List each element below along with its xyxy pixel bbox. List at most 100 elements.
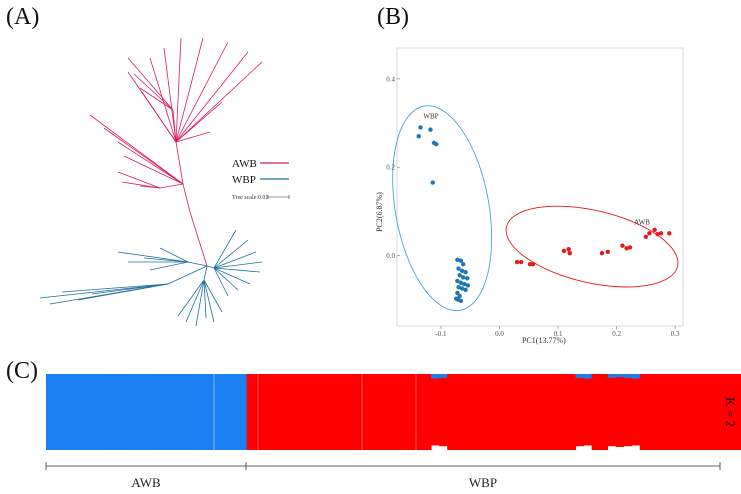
structure-bar-cluster2 bbox=[543, 374, 552, 450]
structure-bar-cluster2 bbox=[567, 374, 576, 450]
tree-branch bbox=[91, 283, 169, 295]
structure-bar-cluster1 bbox=[631, 374, 641, 379]
structure-bar-cluster2 bbox=[535, 374, 544, 450]
structure-bar-cluster2 bbox=[687, 374, 697, 450]
structure-bar-cluster2 bbox=[423, 374, 432, 450]
pca-points bbox=[416, 125, 672, 304]
tree-branch bbox=[61, 283, 169, 293]
tree-branch bbox=[103, 127, 184, 185]
structure-bar-cluster2 bbox=[695, 374, 705, 450]
pca-point-wbp bbox=[457, 273, 462, 278]
structure-bar-cluster2 bbox=[623, 374, 633, 447]
pca-y-tick-label: 0.0 bbox=[386, 252, 395, 260]
structure-bar-cluster2 bbox=[599, 374, 609, 450]
structure-bar-cluster1 bbox=[62, 374, 71, 450]
structure-bar-cluster1 bbox=[190, 374, 199, 450]
tree-branch bbox=[167, 265, 208, 285]
tree-branch bbox=[175, 61, 263, 143]
tree-branch bbox=[89, 114, 184, 185]
pca-x-axis-label: PC1(13.77%) bbox=[522, 336, 566, 345]
structure-bar-cluster2 bbox=[591, 374, 601, 450]
pca-point-awb bbox=[652, 227, 657, 233]
structure-bar-cluster2 bbox=[511, 374, 520, 450]
structure-bar-cluster2 bbox=[471, 374, 480, 450]
structure-bar-cluster1 bbox=[150, 374, 159, 450]
pca-point-wbp bbox=[455, 257, 460, 263]
structure-bar-cluster2 bbox=[631, 374, 641, 446]
pca-y-axis-label: PC2(6.87%) bbox=[375, 192, 384, 232]
structure-bar-cluster1 bbox=[198, 374, 207, 450]
structure-bar-cluster1 bbox=[607, 374, 617, 378]
structure-bar-cluster1 bbox=[142, 374, 151, 450]
tree-branch bbox=[139, 185, 161, 189]
pca-x-tick-label: -0.1 bbox=[435, 330, 447, 338]
pca-plot: -0.1 0.0 0.1 0.2 0.3 0.0 0.2 0.4 PC1(13.77%) P… bbox=[375, 47, 684, 345]
structure-bar-cluster2 bbox=[374, 374, 384, 450]
pca-panel-border bbox=[396, 47, 684, 327]
pca-ellipse-wbp bbox=[392, 105, 493, 312]
structure-bar-cluster2 bbox=[278, 374, 288, 450]
pca-point-awb bbox=[518, 259, 524, 265]
tree-scale-label: Tree scale:0.01 bbox=[232, 195, 268, 201]
structure-bar-cluster2 bbox=[736, 374, 741, 450]
structure-plot bbox=[46, 374, 741, 450]
pca-point-wbp bbox=[463, 269, 468, 275]
structure-bar-cluster2 bbox=[415, 374, 424, 450]
structure-bar-cluster1 bbox=[214, 374, 223, 450]
structure-bar-cluster2 bbox=[728, 374, 737, 450]
structure-bar-cluster2 bbox=[383, 374, 392, 450]
structure-bar-cluster1 bbox=[238, 374, 247, 450]
structure-bar-cluster2 bbox=[703, 374, 713, 450]
tree-branch bbox=[175, 131, 211, 143]
structure-bar-cluster2 bbox=[639, 374, 649, 450]
group-label-awb: AWB bbox=[131, 475, 161, 490]
pca-point-awb bbox=[561, 248, 567, 254]
tree-branch bbox=[139, 87, 174, 111]
structure-bar-cluster2 bbox=[310, 374, 320, 450]
pca-point-awb bbox=[658, 231, 664, 236]
tree-branch bbox=[133, 73, 174, 111]
structure-bar-cluster1 bbox=[118, 374, 127, 450]
structure-bar-cluster2 bbox=[487, 374, 496, 450]
structure-bar-cluster2 bbox=[519, 374, 528, 450]
structure-bar-cluster2 bbox=[391, 374, 400, 450]
pca-point-awb bbox=[567, 250, 572, 256]
tree-branch bbox=[149, 57, 177, 143]
tree-branch bbox=[203, 265, 208, 281]
pca-ellipse-awb bbox=[505, 205, 679, 288]
structure-bar-cluster2 bbox=[254, 374, 264, 450]
structure-bar-cluster1 bbox=[86, 374, 95, 450]
structure-bar-cluster1 bbox=[158, 374, 167, 450]
structure-bar-cluster1 bbox=[102, 374, 111, 450]
structure-bar-cluster2 bbox=[318, 374, 328, 450]
pca-point-wbp bbox=[454, 296, 459, 301]
pca-x-tick-label: 0.3 bbox=[671, 330, 680, 338]
structure-bar-cluster2 bbox=[495, 374, 504, 450]
panel-label-b: (B) bbox=[377, 4, 409, 30]
structure-bar-cluster2 bbox=[615, 374, 625, 447]
pca-y-ticks: 0.0 0.2 0.4 bbox=[386, 75, 400, 260]
structure-bar-cluster1 bbox=[134, 374, 143, 450]
pca-point-wbp bbox=[458, 298, 464, 304]
pca-point-awb bbox=[514, 259, 520, 265]
structure-bar-cluster2 bbox=[334, 374, 344, 450]
pca-point-wbp bbox=[465, 283, 471, 288]
pca-point-wbp bbox=[416, 134, 421, 139]
structure-bar-cluster2 bbox=[326, 374, 336, 450]
pca-point-wbp bbox=[463, 287, 468, 293]
pca-point-awb bbox=[530, 262, 536, 267]
pca-point-awb bbox=[566, 247, 571, 252]
tree-branch bbox=[213, 229, 237, 269]
tree-branch bbox=[159, 183, 184, 189]
tree-branch bbox=[175, 101, 223, 143]
phylogenetic-tree bbox=[39, 37, 263, 327]
structure-bar-cluster1 bbox=[230, 374, 239, 450]
structure-bar-cluster2 bbox=[647, 374, 657, 450]
tree-branch bbox=[127, 57, 174, 111]
structure-bar-cluster2 bbox=[246, 374, 256, 450]
pca-point-wbp bbox=[465, 276, 470, 281]
tree-branch bbox=[172, 109, 191, 213]
structure-bar-cluster1 bbox=[431, 374, 440, 379]
pca-point-wbp bbox=[459, 286, 465, 291]
